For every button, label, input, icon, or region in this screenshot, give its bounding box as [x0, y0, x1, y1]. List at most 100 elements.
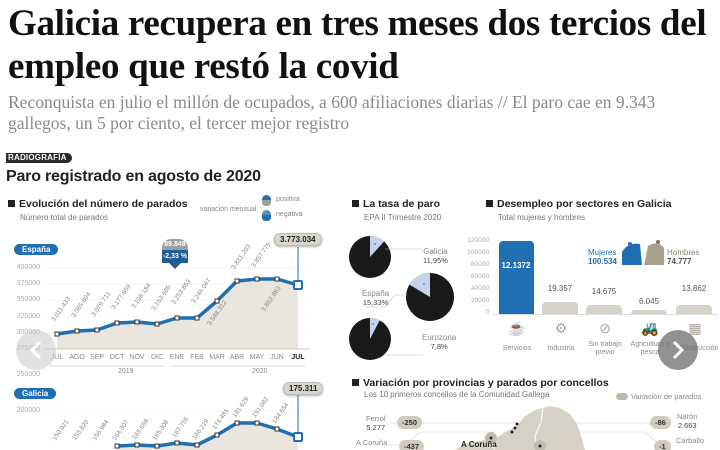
galicia-pill: Galicia	[14, 388, 57, 399]
xtick: JUL	[50, 354, 64, 361]
sector-label: Servicios	[502, 345, 532, 352]
ytick: 200000	[16, 407, 40, 414]
legend-negative: negativa	[276, 211, 303, 218]
bar-sin-trabajo	[586, 305, 622, 314]
rate-subtitle: EPA II Trimestre 2020	[364, 213, 442, 222]
map-label-acoruna: A Coruña	[461, 440, 497, 449]
xtick: JUL	[291, 354, 305, 361]
chevron-left-icon	[29, 340, 42, 360]
article-headline: Galicia recupera en tres meses dos terci…	[8, 3, 707, 87]
sectors-subtitle: Total mujeres y hombres	[498, 213, 586, 222]
galicia-map	[390, 406, 665, 450]
galicia-line-svg	[44, 395, 310, 450]
variation-swatch	[616, 393, 628, 400]
xtick: MAY	[249, 354, 265, 361]
pie-label-eurozone: Eurozona 7,8%	[422, 333, 457, 351]
women-icon	[622, 243, 642, 265]
variation-marker-top: 89.849	[162, 239, 188, 250]
rate-pies	[349, 235, 454, 360]
year-label: 2019	[118, 368, 134, 375]
xtick: DIC	[150, 354, 164, 361]
ytick: 375000	[16, 280, 40, 287]
negative-drop-icon	[262, 210, 271, 221]
xtick: ENE	[169, 354, 185, 361]
variation-pill: -86	[650, 416, 671, 429]
positive-drop-icon	[262, 195, 271, 206]
bar-value: 6.045	[638, 297, 660, 306]
xtick: FEB	[190, 354, 204, 361]
bar-ytick: 80000	[470, 261, 489, 268]
bar-servicios	[499, 241, 534, 314]
variation-marker-bottom: -2,33 %	[162, 250, 188, 263]
carousel-prev-button[interactable]	[16, 330, 56, 370]
bar-ytick: 100000	[467, 249, 489, 256]
men-icon	[644, 243, 664, 265]
gender-icons	[622, 240, 664, 265]
men-label: Hombres 74.777	[667, 248, 700, 266]
year-label: 2020	[252, 368, 268, 375]
variation-pill: -1	[654, 440, 671, 450]
spain-pill: España	[14, 244, 59, 255]
no-work-icon: ⊘	[599, 320, 611, 336]
variation-legend: variación mensual positiva negativa	[200, 195, 320, 225]
pie-galicia	[349, 235, 423, 278]
ytick: 350000	[16, 296, 40, 303]
concello-carballo: Carballo	[676, 436, 704, 445]
bar-value: 14.675	[591, 287, 617, 296]
ytick: 400000	[16, 264, 40, 271]
pie-spain	[365, 272, 454, 321]
tractor-icon: 🚜	[641, 320, 659, 336]
pie-label-galicia: Galicia 11,95%	[423, 247, 448, 265]
bar-ytick: 120000	[467, 237, 489, 244]
galicia-total-callout: 175.311	[283, 382, 324, 395]
provinces-title: Variación por provincias y parados por c…	[352, 377, 609, 389]
spain-line-svg	[44, 247, 310, 350]
bar-agricultura	[631, 310, 667, 314]
evolution-title: Evolución del número de parados	[8, 198, 188, 210]
bar-value: 12.1372	[501, 261, 531, 270]
sector-label: Industria	[547, 345, 575, 352]
legend-label: variación mensual	[200, 206, 257, 213]
variation-marker: 89.849 -2,33 %	[162, 239, 188, 269]
spain-line-chart: 400000 375000 350000 325000 300000 27500…	[0, 230, 340, 380]
women-label: Mujeres 100.534	[588, 248, 617, 266]
galicia-line-chart: 200000 150.921 153.820 156.984 164.307 1…	[0, 395, 340, 450]
infographic-title: Paro registrado en agosto de 2020	[6, 168, 261, 185]
kicker-badge: RADIOGRAFÍA	[6, 153, 72, 163]
concello-acoruna: A Coruña	[356, 438, 388, 447]
legend-positive: positiva	[276, 196, 300, 203]
xtick: SEP	[89, 354, 104, 361]
gears-icon: ⚙	[554, 320, 568, 336]
coffee-cup-icon: ☕	[508, 320, 526, 336]
bar-ytick: 0	[485, 309, 489, 316]
bar-ytick: 20000	[470, 297, 489, 304]
xtick: NOV	[129, 354, 145, 361]
spain-total-callout: 3.773.034	[274, 233, 322, 246]
infographic: RADIOGRAFÍA Paro registrado en agosto de…	[0, 150, 720, 450]
xtick: OCT	[109, 354, 125, 361]
bar-value: 19.357	[547, 284, 573, 293]
carousel-next-button[interactable]	[658, 330, 698, 370]
variation-pill: -250	[397, 416, 423, 429]
bricks-icon: ▦	[688, 320, 702, 336]
bar-ytick: 60000	[470, 273, 489, 280]
sectors-title: Desempleo por sectores en Galicia	[486, 198, 672, 210]
xtick: ABR	[229, 354, 245, 361]
rate-title: La tasa de paro	[352, 198, 440, 210]
pie-label-spain: España 15,33%	[362, 289, 390, 307]
sector-label: Sin trabajo previo	[588, 341, 622, 356]
concello-naron: Narón 2.663	[677, 412, 698, 430]
ytick: 250000	[16, 371, 40, 378]
variation-pill: -437	[399, 440, 425, 450]
bar-industria	[542, 302, 578, 314]
map-legend: Variación de parados	[616, 392, 701, 401]
sector-label: Agricultura y pesca	[630, 341, 670, 356]
article-subheadline: Reconquista en julio el millón de ocupad…	[8, 92, 656, 133]
xtick: JUN	[270, 354, 284, 361]
pie-eurozone	[349, 318, 423, 360]
xtick: MAR	[209, 354, 225, 361]
xtick: AGO	[69, 354, 85, 361]
evolution-subtitle: Número total de parados	[20, 213, 109, 222]
bar-ytick: 40000	[470, 285, 489, 292]
ytick: 325000	[16, 313, 40, 320]
